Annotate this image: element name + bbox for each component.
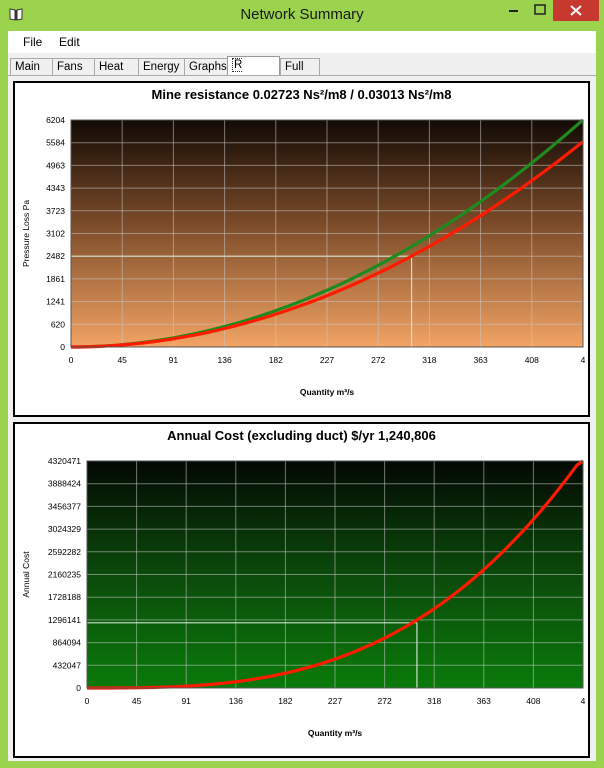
y-tick-label: 0 bbox=[76, 683, 81, 693]
tab-label: Full bbox=[285, 61, 304, 73]
y-tick-label: 3456377 bbox=[48, 501, 81, 511]
minimize-button[interactable] bbox=[500, 0, 527, 21]
x-axis-label: Quantity m³/s bbox=[308, 728, 363, 738]
y-tick-label: 5584 bbox=[46, 138, 65, 148]
x-tick-label: 0 bbox=[69, 355, 74, 365]
tab-fans[interactable]: Fans bbox=[52, 58, 95, 75]
plot-border bbox=[70, 119, 584, 348]
x-tick-label: 45 bbox=[117, 355, 127, 365]
menu-bar: File Edit bbox=[8, 31, 596, 53]
resistance-chart: Mine resistance 0.02723 Ns²/m8 / 0.03013… bbox=[13, 81, 590, 417]
y-tick-label: 2592282 bbox=[48, 547, 81, 557]
x-tick-label: 136 bbox=[229, 696, 243, 706]
y-tick-label: 4320471 bbox=[48, 456, 81, 466]
window-title: Network Summary bbox=[240, 6, 364, 23]
y-tick-label: 3888424 bbox=[48, 479, 81, 489]
resistance-chart-plot: 0 45 91 136 182 227 272 318 363 408 4 0 620 1241 1861 2… bbox=[21, 115, 586, 397]
tab-full[interactable]: Full bbox=[280, 58, 320, 75]
y-axis-label: Pressure Loss Pa bbox=[21, 200, 31, 267]
book-icon bbox=[9, 8, 23, 21]
tab-label: Fans bbox=[57, 61, 83, 73]
close-button[interactable] bbox=[553, 0, 599, 21]
series-line-1 bbox=[71, 140, 584, 349]
y-tick-label: 1241 bbox=[46, 297, 65, 307]
y-tick-label: 1296141 bbox=[48, 615, 81, 625]
client-area: File Edit Main Fans Heat Energy Graphs R… bbox=[8, 31, 596, 761]
menu-file[interactable]: File bbox=[23, 35, 43, 49]
x-tick-label: 272 bbox=[371, 355, 385, 365]
title-bar[interactable]: Network Summary bbox=[0, 0, 604, 30]
y-tick-label: 1728188 bbox=[48, 592, 81, 602]
x-tick-label: 182 bbox=[269, 355, 283, 365]
x-tick-label: 318 bbox=[427, 696, 441, 706]
tab-panel-r-curve: Mine resistance 0.02723 Ns²/m8 / 0.03013… bbox=[8, 75, 596, 761]
x-tick-label: 4 bbox=[581, 355, 586, 365]
y-tick-label: 2482 bbox=[46, 251, 65, 261]
chart-title: Mine resistance 0.02723 Ns²/m8 / 0.03013… bbox=[151, 87, 452, 102]
maximize-icon bbox=[534, 4, 546, 15]
y-tick-label: 4963 bbox=[46, 160, 65, 170]
series-line-0 bbox=[87, 459, 584, 690]
menu-edit[interactable]: Edit bbox=[59, 35, 80, 49]
x-tick-label: 408 bbox=[525, 355, 539, 365]
tab-strip: Main Fans Heat Energy Graphs R Curve Ful… bbox=[8, 56, 596, 89]
x-tick-label: 45 bbox=[132, 696, 142, 706]
y-tick-label: 4343 bbox=[46, 183, 65, 193]
tab-energy[interactable]: Energy bbox=[138, 58, 185, 75]
tab-label: Energy bbox=[143, 61, 180, 73]
x-tick-label: 408 bbox=[526, 696, 540, 706]
x-axis-label: Quantity m³/s bbox=[300, 387, 355, 397]
plot-border bbox=[86, 460, 584, 689]
x-tick-label: 91 bbox=[169, 355, 179, 365]
x-tick-label: 363 bbox=[474, 355, 488, 365]
y-tick-label: 2160235 bbox=[48, 570, 81, 580]
x-tick-label: 272 bbox=[378, 696, 392, 706]
x-tick-label: 182 bbox=[278, 696, 292, 706]
annual-cost-chart: Annual Cost (excluding duct) $/yr 1,240,… bbox=[13, 422, 590, 758]
x-tick-label: 227 bbox=[328, 696, 342, 706]
tab-label: Graphs bbox=[189, 61, 227, 73]
y-tick-label: 1861 bbox=[46, 274, 65, 284]
tab-r-curve[interactable]: R Curve bbox=[227, 56, 280, 89]
tab-heat[interactable]: Heat bbox=[94, 58, 139, 75]
annual-cost-chart-plot: 0 45 91 136 182 227 272 318 363 408 4 0 432047 864094… bbox=[21, 456, 586, 738]
close-icon bbox=[570, 5, 582, 16]
x-tick-label: 4 bbox=[581, 696, 586, 706]
y-tick-label: 3024329 bbox=[48, 524, 81, 534]
maximize-button[interactable] bbox=[527, 0, 553, 21]
y-axis-label: Annual Cost bbox=[21, 551, 31, 598]
x-tick-label: 91 bbox=[181, 696, 191, 706]
tab-label: Heat bbox=[99, 61, 124, 73]
chart-title: Annual Cost (excluding duct) $/yr 1,240,… bbox=[167, 428, 436, 443]
tab-graphs[interactable]: Graphs bbox=[184, 58, 228, 75]
minimize-icon bbox=[509, 10, 518, 12]
y-tick-label: 3102 bbox=[46, 229, 65, 239]
tab-main[interactable]: Main bbox=[10, 58, 53, 75]
y-tick-label: 864094 bbox=[53, 638, 82, 648]
x-tick-label: 0 bbox=[85, 696, 90, 706]
y-tick-label: 0 bbox=[60, 342, 65, 352]
y-tick-label: 620 bbox=[51, 319, 65, 329]
y-tick-label: 3723 bbox=[46, 206, 65, 216]
x-tick-label: 363 bbox=[477, 696, 491, 706]
tab-label: Main bbox=[15, 61, 40, 73]
x-tick-label: 227 bbox=[320, 355, 334, 365]
x-tick-label: 136 bbox=[218, 355, 232, 365]
y-tick-label: 432047 bbox=[53, 660, 82, 670]
x-tick-label: 318 bbox=[422, 355, 436, 365]
y-tick-label: 6204 bbox=[46, 115, 65, 125]
